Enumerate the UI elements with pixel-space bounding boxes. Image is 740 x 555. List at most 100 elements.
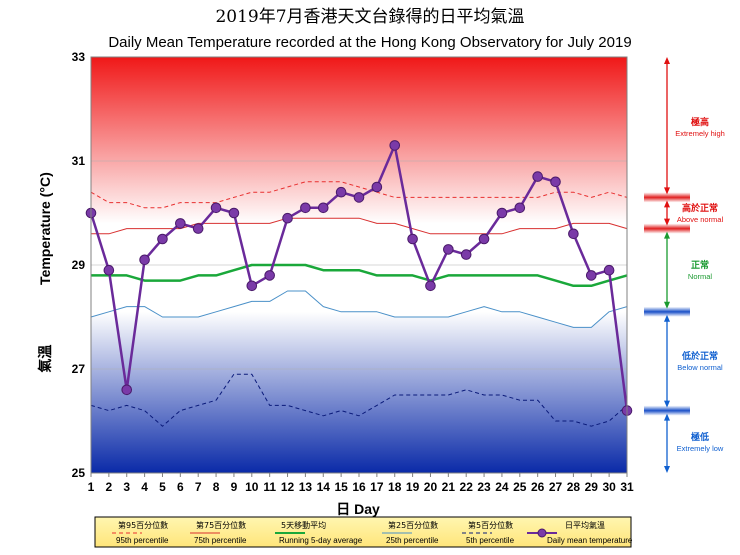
x-tick-label: 2	[106, 480, 113, 494]
x-tick-label: 24	[495, 480, 509, 494]
data-point	[478, 233, 490, 245]
x-tick-label: 31	[620, 480, 634, 494]
legend-label-zh: 日平均氣溫	[565, 520, 605, 530]
x-tick-label: 22	[460, 480, 474, 494]
legend-label-zh: 第75百分位數	[196, 520, 246, 530]
x-tick-label: 12	[281, 480, 295, 494]
y-tick-label: 27	[72, 362, 86, 376]
x-tick-label: 29	[585, 480, 599, 494]
title-en: Daily Mean Temperature recorded at the H…	[108, 34, 631, 51]
category-label-zh: 正常	[691, 259, 709, 271]
x-axis: 1 2 3 4 5 6 7 8 9 10 11 12 13 14 15 16 17 18 19 20 21 22 23 24 2…	[88, 473, 634, 494]
legend-label-zh: 第5百分位數	[468, 520, 513, 530]
x-tick-label: 15	[334, 480, 348, 494]
x-tick-label: 1	[88, 480, 95, 494]
x-tick-label: 25	[513, 480, 527, 494]
data-point	[389, 140, 401, 151]
category-label-zh: 高於正常	[682, 202, 718, 214]
y-tick-label: 29	[72, 258, 86, 272]
category-label-zh: 低於正常	[681, 350, 718, 362]
category-label-zh: 極高	[690, 116, 709, 128]
data-point	[335, 186, 347, 198]
plot-area	[85, 56, 633, 474]
arrow-above-normal-head-up	[664, 200, 670, 208]
threshold-bar-25	[644, 306, 690, 317]
y-axis-label-en: Temperature (°C)	[37, 172, 53, 285]
normal-band	[91, 218, 627, 328]
data-point	[210, 202, 222, 214]
arrow-extremely-high-head-down	[664, 187, 670, 195]
data-point	[532, 171, 543, 182]
legend-label: Daily mean temperature	[547, 536, 633, 545]
data-point	[550, 176, 561, 188]
data-point	[264, 270, 275, 281]
x-tick-label: 18	[388, 480, 402, 494]
data-point	[568, 228, 579, 240]
series-line-p5	[90, 373, 628, 427]
category-label-en: Below normal	[677, 363, 723, 372]
data-point	[443, 244, 454, 255]
series-line-p95	[90, 181, 628, 209]
legend-label: 25th percentile	[386, 536, 439, 545]
arrow-extremely-high-head-up	[664, 57, 670, 64]
legend-label: 75th percentile	[194, 536, 247, 545]
category-label-en: Extremely low	[677, 444, 724, 453]
category-label-en: Above normal	[677, 215, 724, 224]
legend-marker	[537, 528, 547, 538]
x-tick-label: 20	[424, 480, 438, 494]
arrow-extremely-low-head-up	[664, 413, 670, 421]
legend: 第95百分位數 95th percentile 第75百分位數 75th percen…	[94, 516, 633, 548]
y-tick-label: 33	[72, 50, 86, 64]
data-point	[139, 254, 150, 266]
data-point	[585, 270, 597, 281]
data-point	[121, 384, 133, 396]
data-point	[192, 223, 204, 234]
x-tick-label: 27	[549, 480, 563, 494]
x-tick-label: 16	[352, 480, 366, 494]
x-axis-label: 日 Day	[336, 501, 380, 517]
x-tick-label: 4	[141, 480, 148, 494]
data-point	[496, 207, 508, 219]
category-label-en: Extremely high	[675, 129, 725, 138]
data-point	[175, 218, 186, 229]
x-tick-label: 3	[123, 480, 130, 494]
y-tick-label: 25	[72, 466, 86, 480]
x-tick-label: 13	[299, 480, 313, 494]
y-axis-label-zh: 氣溫	[37, 345, 53, 373]
data-point	[246, 280, 258, 292]
x-tick-label: 5	[159, 480, 166, 494]
x-tick-label: 23	[477, 480, 491, 494]
data-point	[460, 249, 472, 260]
x-tick-label: 21	[442, 480, 456, 494]
data-point	[514, 202, 526, 214]
x-tick-label: 10	[245, 480, 259, 494]
y-tick-label: 31	[72, 154, 86, 168]
arrow-extremely-low-head-down	[664, 466, 670, 473]
arrow-normal-head-up	[664, 231, 670, 239]
data-point	[407, 233, 418, 245]
data-point	[157, 233, 168, 245]
data-point	[353, 192, 365, 203]
data-point	[300, 202, 311, 214]
x-tick-label: 30	[602, 480, 616, 494]
x-tick-label: 19	[406, 480, 420, 494]
x-tick-label: 14	[317, 480, 331, 494]
x-tick-label: 28	[567, 480, 581, 494]
legend-label-zh: 5天移動平均	[281, 520, 326, 530]
x-tick-label: 9	[231, 480, 238, 494]
data-point	[317, 202, 329, 214]
legend-label-zh: 第25百分位數	[388, 520, 438, 530]
arrow-normal-head-down	[664, 301, 670, 309]
legend-label: Running 5-day average	[279, 536, 363, 545]
threshold-bar-95	[644, 192, 690, 203]
data-point	[103, 264, 115, 276]
x-tick-label: 8	[213, 480, 220, 494]
x-tick-label: 26	[531, 480, 545, 494]
data-point	[371, 181, 383, 193]
legend-label: 95th percentile	[116, 536, 169, 545]
legend-label-zh: 第95百分位數	[118, 520, 168, 530]
x-tick-label: 6	[177, 480, 184, 494]
